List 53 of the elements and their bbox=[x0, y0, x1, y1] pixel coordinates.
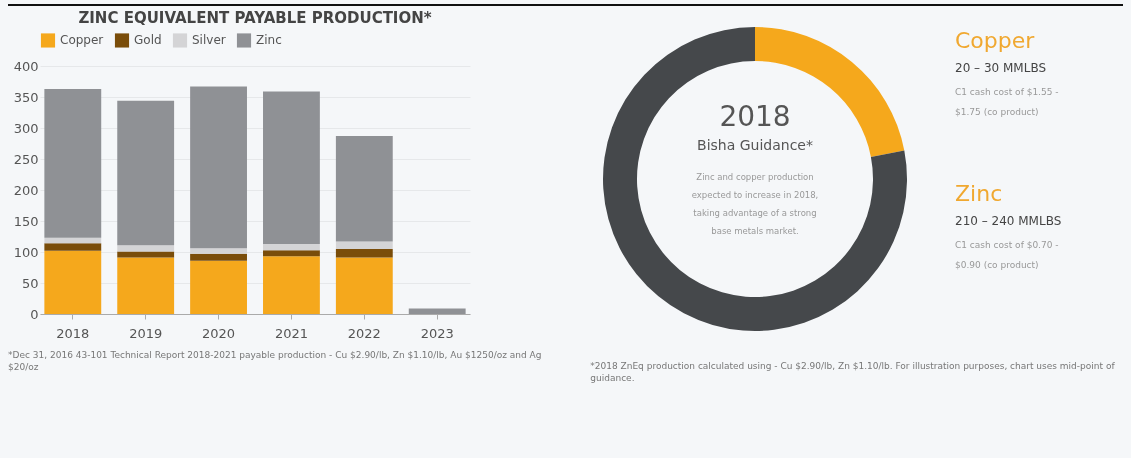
y-tick-label: 250 bbox=[13, 151, 39, 167]
text: Zinc and copper production expected to increase in 2018, taking advantage of a strong base metals market. bbox=[691, 172, 819, 236]
bar bbox=[263, 250, 320, 257]
x-tick-label: 2021 bbox=[274, 325, 308, 341]
bar bbox=[44, 243, 102, 251]
y-tick-label: 350 bbox=[13, 89, 39, 105]
text: Bisha Guidance* bbox=[697, 137, 814, 153]
bar bbox=[335, 248, 393, 258]
bar bbox=[335, 136, 393, 242]
bar bbox=[335, 257, 393, 314]
bar bbox=[190, 260, 247, 314]
bar bbox=[190, 248, 247, 254]
y-tick-label: 200 bbox=[13, 182, 39, 198]
legend-label: Gold bbox=[134, 33, 162, 48]
slice-label: Zinc bbox=[955, 181, 1003, 206]
y-tick-label: 100 bbox=[13, 244, 39, 260]
y-tick-label: 150 bbox=[13, 213, 39, 229]
y-tick-label: 300 bbox=[13, 120, 39, 136]
text: C1 cash cost of $0.70 - $0.90 (co product) bbox=[955, 240, 1059, 270]
bar bbox=[117, 100, 175, 246]
text: 2018 bbox=[719, 100, 791, 133]
bar bbox=[44, 250, 102, 314]
donut-slice bbox=[603, 27, 908, 331]
y-tick-label: 400 bbox=[13, 58, 39, 74]
bar bbox=[263, 243, 320, 251]
y-tick-label: 0 bbox=[30, 306, 39, 322]
bar bbox=[190, 253, 247, 261]
text: 20 – 30 MMLBS bbox=[955, 61, 1047, 75]
text: *Dec 31, 2016 43-101 Technical Report 2018-2021 payable production - Cu $2.90/lb, Zn $1.10/lb, Au $1250/oz and Ag $20/oz bbox=[8, 349, 543, 373]
bar bbox=[263, 91, 320, 244]
x-tick-label: 2019 bbox=[129, 325, 163, 341]
bar bbox=[44, 237, 102, 244]
x-tick-label: 2020 bbox=[202, 325, 236, 341]
legend-label: Zinc bbox=[256, 33, 282, 48]
legend-label: Silver bbox=[192, 33, 226, 48]
bar bbox=[263, 256, 320, 314]
x-tick-label: 2018 bbox=[56, 325, 90, 341]
chart-title: ZINC EQUIVALENT PAYABLE PRODUCTION* bbox=[78, 9, 432, 27]
slice-label: Copper bbox=[955, 28, 1036, 53]
text: *2018 ZnEq production calculated using - Cu $2.90/lb, Zn $1.10/lb. For illustration purposes, chart uses mid-point of guidance. bbox=[590, 360, 1116, 384]
x-tick-label: 2023 bbox=[420, 325, 454, 341]
text: C1 cash cost of $1.55 - $1.75 (co product) bbox=[955, 87, 1059, 117]
bar bbox=[190, 86, 247, 249]
y-tick-label: 50 bbox=[21, 275, 39, 291]
bar bbox=[335, 241, 393, 249]
bar bbox=[408, 308, 466, 314]
bar bbox=[117, 257, 175, 314]
bar bbox=[44, 88, 102, 238]
bar bbox=[117, 251, 175, 258]
bar bbox=[117, 245, 175, 252]
x-tick-label: 2022 bbox=[347, 325, 381, 341]
legend-label: Copper bbox=[60, 33, 104, 48]
text: 210 – 240 MMLBS bbox=[955, 214, 1062, 228]
